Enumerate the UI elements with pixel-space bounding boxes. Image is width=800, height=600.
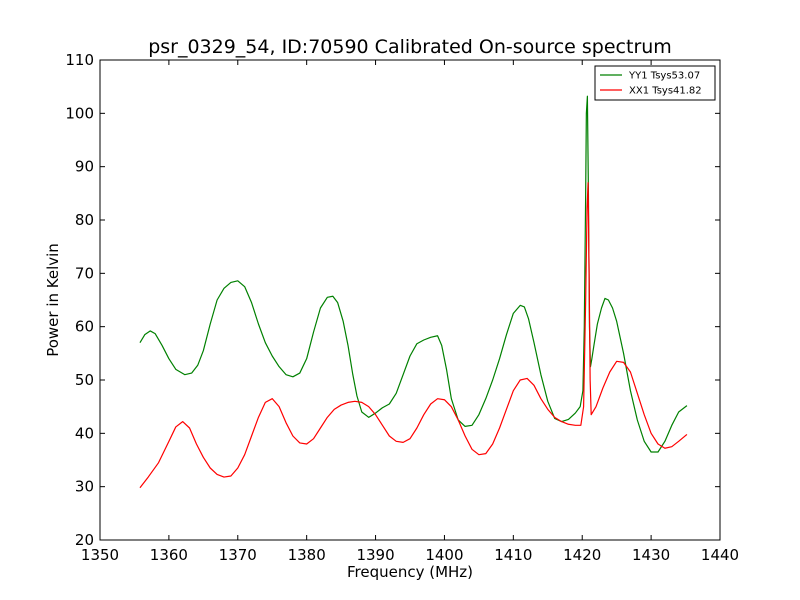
y-tick-label: 30 <box>75 478 94 496</box>
x-tick-label: 1400 <box>425 546 463 564</box>
x-tick-label: 1350 <box>81 546 119 564</box>
x-tick-label: 1440 <box>701 546 739 564</box>
legend-label-yy1: YY1 Tsys53.07 <box>628 71 700 82</box>
legend: YY1 Tsys53.07 XX1 Tsys41.82 <box>594 65 716 101</box>
x-tick-label: 1370 <box>219 546 257 564</box>
legend-box <box>594 65 716 101</box>
x-tick-label: 1360 <box>150 546 188 564</box>
y-tick-label: 60 <box>75 318 94 336</box>
y-tick-label: 50 <box>75 371 94 389</box>
y-tick-label: 90 <box>75 158 94 176</box>
x-axis-ticks: 1350 1360 1370 1380 1390 1400 1410 1420 1430 1440 <box>81 60 739 564</box>
y-axis-ticks: 20 30 40 50 60 70 80 90 100 110 <box>65 51 720 549</box>
x-tick-label: 1390 <box>356 546 394 564</box>
x-axis-label: Frequency (MHz) <box>347 563 473 581</box>
y-axis-label: Power in Kelvin <box>44 243 62 357</box>
y-tick-label: 40 <box>75 424 94 442</box>
plot-lines <box>139 95 688 489</box>
x-tick-label: 1430 <box>632 546 670 564</box>
y-tick-label: 20 <box>75 531 94 549</box>
x-tick-label: 1380 <box>288 546 326 564</box>
x-tick-label: 1410 <box>494 546 532 564</box>
chart-title: psr_0329_54, ID:70590 Calibrated On-sour… <box>148 36 672 58</box>
y-tick-label: 110 <box>65 51 94 69</box>
y-tick-label: 70 <box>75 264 94 282</box>
series-line-xx1 <box>139 182 688 489</box>
y-tick-label: 80 <box>75 211 94 229</box>
plot-frame <box>99 59 721 541</box>
y-tick-label: 100 <box>65 104 94 122</box>
series-line-yy1 <box>139 95 688 453</box>
x-tick-label: 1420 <box>563 546 601 564</box>
legend-label-xx1: XX1 Tsys41.82 <box>629 86 702 97</box>
